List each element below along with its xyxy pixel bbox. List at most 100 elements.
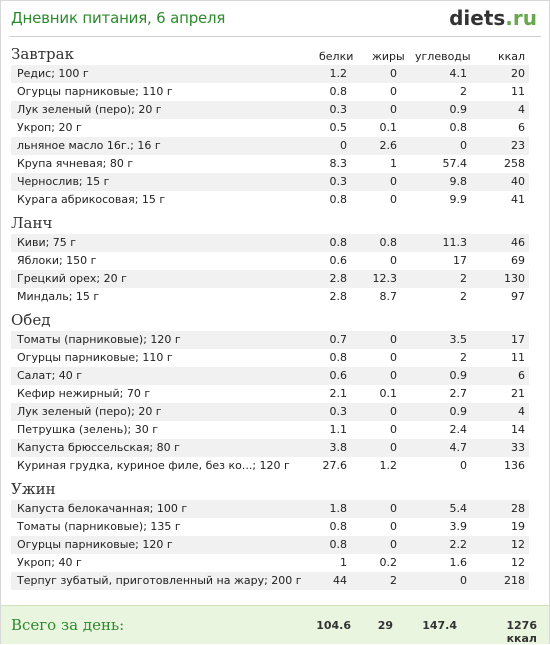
fat-value: 0.2	[379, 556, 398, 569]
kcal-value: 33	[511, 441, 525, 454]
kcal-value: 41	[511, 193, 525, 206]
food-row[interactable]: Лук зеленый (перо); 20 г 0.3 0 0.9 4	[11, 403, 529, 421]
header-divider	[9, 36, 541, 37]
food-name: Миндаль; 15 г	[17, 290, 100, 303]
col-carbs: углеводы	[415, 50, 471, 63]
protein-value: 3.8	[329, 441, 348, 454]
food-name: Кефир нежирный; 70 г	[17, 387, 151, 400]
food-row[interactable]: Лук зеленый (перо); 20 г 0.3 0 0.9 4	[11, 101, 529, 119]
food-name: Терпуг зубатый, приготовленный на жару; …	[17, 574, 302, 587]
section-title: Ужин	[11, 480, 56, 498]
kcal-value: 20	[511, 67, 525, 80]
col-kcal: ккал	[498, 50, 526, 63]
kcal-value: 11	[511, 85, 525, 98]
protein-value: 0.6	[329, 369, 348, 382]
food-name: Петрушка (зелень); 30 г	[17, 423, 159, 436]
fat-value: 0	[390, 85, 397, 98]
kcal-value: 21	[511, 387, 525, 400]
total-fat: 29	[377, 619, 393, 632]
carbs-value: 0.9	[449, 103, 468, 116]
food-row[interactable]: Огурцы парниковые; 110 г 0.8 0 2 11	[11, 83, 529, 101]
food-row[interactable]: Куриная грудка, куриное филе, без ко...;…	[11, 457, 529, 475]
food-row[interactable]: Терпуг зубатый, приготовленный на жару; …	[11, 572, 529, 590]
col-fat: жиры	[372, 50, 405, 63]
site-logo[interactable]: diets.ru	[449, 6, 537, 30]
food-row[interactable]: Чернослив; 15 г 0.3 0 9.8 40	[11, 173, 529, 191]
carbs-value: 57.4	[442, 157, 468, 170]
fat-value: 0	[390, 351, 397, 364]
carbs-value: 3.5	[449, 333, 468, 346]
food-row[interactable]: Огурцы парниковые; 120 г 0.8 0 2.2 12	[11, 536, 529, 554]
carbs-value: 2	[460, 85, 467, 98]
kcal-value: 4	[518, 103, 525, 116]
food-row[interactable]: Салат; 40 г 0.6 0 0.9 6	[11, 367, 529, 385]
kcal-value: 130	[504, 272, 525, 285]
kcal-value: 19	[511, 520, 525, 533]
carbs-value: 2.7	[449, 387, 468, 400]
section-title: Ланч	[11, 214, 53, 232]
logo-tld: .ru	[505, 6, 537, 30]
food-row[interactable]: льняное масло 16г.; 16 г 0 2.6 0 23	[11, 137, 529, 155]
kcal-value: 11	[511, 351, 525, 364]
kcal-value: 6	[518, 369, 525, 382]
section-title: Завтрак	[11, 45, 74, 63]
food-row[interactable]: Крупа ячневая; 80 г 8.3 1 57.4 258	[11, 155, 529, 173]
food-row[interactable]: Яблоки; 150 г 0.6 0 17 69	[11, 252, 529, 270]
food-row[interactable]: Укроп; 20 г 0.5 0.1 0.8 6	[11, 119, 529, 137]
fat-value: 0	[390, 538, 397, 551]
fat-value: 0	[390, 175, 397, 188]
kcal-value: 12	[511, 538, 525, 551]
food-row[interactable]: Миндаль; 15 г 2.8 8.7 2 97	[11, 288, 529, 306]
total-carbs: 147.4	[422, 619, 457, 632]
food-row[interactable]: Курага абрикосовая; 15 г 0.8 0 9.9 41	[11, 191, 529, 209]
protein-value: 2.1	[329, 387, 348, 400]
protein-value: 0.3	[329, 103, 348, 116]
carbs-value: 2	[460, 290, 467, 303]
carbs-value: 0.9	[449, 405, 468, 418]
food-row[interactable]: Капуста брюссельская; 80 г 3.8 0 4.7 33	[11, 439, 529, 457]
food-row[interactable]: Редис; 100 г 1.2 0 4.1 20	[11, 65, 529, 83]
carbs-value: 0.9	[449, 369, 468, 382]
fat-value: 12.3	[372, 272, 398, 285]
carbs-value: 5.4	[449, 502, 468, 515]
protein-value: 2.8	[329, 290, 348, 303]
protein-value: 0.3	[329, 175, 348, 188]
food-name: Укроп; 20 г	[17, 121, 82, 134]
food-name: Куриная грудка, куриное филе, без ко...;…	[17, 459, 290, 472]
food-row[interactable]: Капуста белокачанная; 100 г 1.8 0 5.4 28	[11, 500, 529, 518]
food-row[interactable]: Петрушка (зелень); 30 г 1.1 0 2.4 14	[11, 421, 529, 439]
food-name: Лук зеленый (перо); 20 г	[17, 405, 162, 418]
totals-bar: Всего за день: 104.6 29 147.4 1276 ккал	[1, 605, 549, 645]
kcal-value: 46	[511, 236, 525, 249]
food-row[interactable]: Томаты (парниковые); 135 г 0.8 0 3.9 19	[11, 518, 529, 536]
food-name: Огурцы парниковые; 120 г	[17, 538, 173, 551]
protein-value: 1.1	[329, 423, 348, 436]
carbs-value: 2.2	[449, 538, 468, 551]
carbs-value: 0	[460, 139, 467, 152]
carbs-value: 2	[460, 272, 467, 285]
protein-value: 44	[333, 574, 347, 587]
kcal-value: 97	[511, 290, 525, 303]
food-name: Яблоки; 150 г	[17, 254, 97, 267]
fat-value: 2	[390, 574, 397, 587]
protein-value: 0.8	[329, 538, 348, 551]
carbs-value: 4.7	[449, 441, 468, 454]
food-name: Киви; 75 г	[17, 236, 77, 249]
carbs-value: 4.1	[449, 67, 468, 80]
protein-value: 27.6	[322, 459, 348, 472]
fat-value: 0	[390, 441, 397, 454]
food-name: Укроп; 40 г	[17, 556, 82, 569]
carbs-value: 1.6	[449, 556, 468, 569]
logo-main: diets	[449, 6, 506, 30]
food-row[interactable]: Укроп; 40 г 1 0.2 1.6 12	[11, 554, 529, 572]
food-row[interactable]: Томаты (парниковые); 120 г 0.7 0 3.5 17	[11, 331, 529, 349]
food-row[interactable]: Огурцы парниковые; 110 г 0.8 0 2 11	[11, 349, 529, 367]
fat-value: 1.2	[379, 459, 398, 472]
food-row[interactable]: Киви; 75 г 0.8 0.8 11.3 46	[11, 234, 529, 252]
food-name: Томаты (парниковые); 120 г	[17, 333, 181, 346]
page-title: Дневник питания, 6 апреля	[11, 9, 226, 27]
food-row[interactable]: Грецкий орех; 20 г 2.8 12.3 2 130	[11, 270, 529, 288]
totals-label: Всего за день:	[11, 616, 125, 634]
food-row[interactable]: Кефир нежирный; 70 г 2.1 0.1 2.7 21	[11, 385, 529, 403]
